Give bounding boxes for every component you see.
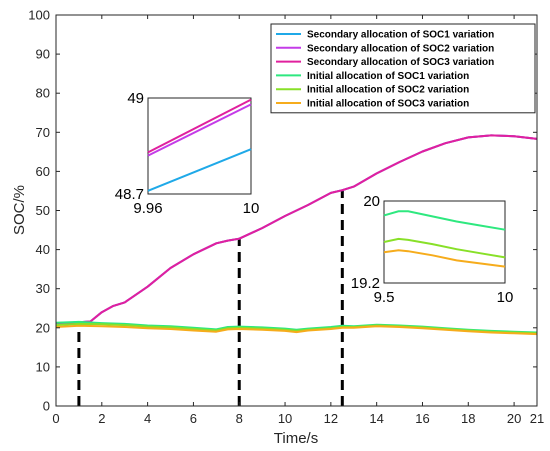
legend-entry: Secondary allocation of SOC1 variation: [307, 30, 494, 41]
x-tick-label: 0: [52, 411, 59, 426]
legend-entry: Initial allocation of SOC3 variation: [307, 99, 469, 110]
y-tick-label: 40: [36, 242, 50, 257]
y-tick-label: 100: [28, 8, 50, 23]
inset-y-max-label: 49: [127, 90, 144, 107]
legend-entry: Initial allocation of SOC1 variation: [307, 71, 469, 82]
y-tick-label: 80: [36, 86, 50, 101]
x-tick-label: 8: [236, 411, 243, 426]
legend-entry: Secondary allocation of SOC3 variation: [307, 57, 494, 68]
inset-series-line: [383, 249, 506, 268]
inset-x-min-label: 9.5: [374, 289, 395, 306]
y-axis-ticks: 0 10 20 30 40 50 60 70 80 90 100: [28, 8, 537, 414]
y-tick-label: 10: [36, 359, 50, 374]
x-tick-label: 2: [98, 411, 105, 426]
x-tick-label: 20: [507, 411, 521, 426]
x-tick-label: 12: [324, 411, 338, 426]
y-axis-label: SOC/%: [11, 185, 28, 235]
inset-frame: [383, 200, 506, 284]
y-tick-label: 70: [36, 125, 50, 140]
x-tick-label: 18: [461, 411, 475, 426]
x-tick-label: 14: [369, 411, 383, 426]
inset-x-max-label: 10: [497, 289, 514, 306]
inset-series-line: [147, 148, 252, 192]
x-tick-label: 10: [278, 411, 292, 426]
inset-series-line: [147, 103, 252, 157]
series-lines: [55, 134, 538, 336]
inset-y-min-label: 19.2: [351, 275, 380, 292]
inset-series-line: [147, 98, 252, 154]
inset-zoom-initial: 20 19.29.5 10: [351, 193, 514, 306]
y-tick-label: 90: [36, 47, 50, 62]
inset-series-line: [383, 210, 506, 231]
inset-series-line: [383, 237, 506, 259]
x-tick-label: 21: [530, 411, 544, 426]
inset-zoom-secondary: 49 48.79.96 10: [115, 90, 260, 217]
y-tick-label: 60: [36, 164, 50, 179]
x-axis-label: Time/s: [274, 430, 318, 447]
inset-x-min-label: 9.96: [133, 200, 162, 217]
x-tick-label: 16: [415, 411, 429, 426]
series-line-3: [55, 134, 538, 325]
x-tick-label: 6: [190, 411, 197, 426]
legend-entry: Initial allocation of SOC2 variation: [307, 85, 469, 96]
series-line-6: [55, 324, 538, 336]
y-tick-label: 20: [36, 320, 50, 335]
inset-y-max-label: 20: [363, 193, 380, 210]
y-tick-label: 50: [36, 203, 50, 218]
x-axis-ticks: 0 2 4 6 8 10 12 14 16 18 20 21: [52, 15, 544, 426]
y-tick-label: 30: [36, 281, 50, 296]
marker-lines: [77, 190, 344, 406]
x-tick-label: 4: [144, 411, 151, 426]
y-tick-label: 0: [43, 399, 50, 414]
legend-entry: Secondary allocation of SOC2 variation: [307, 43, 494, 54]
inset-y-min-label: 48.7: [115, 186, 144, 203]
legend-box: [270, 23, 536, 114]
legend: Secondary allocation of SOC1 variation Se…: [270, 23, 536, 114]
inset-x-max-label: 10: [243, 200, 260, 217]
